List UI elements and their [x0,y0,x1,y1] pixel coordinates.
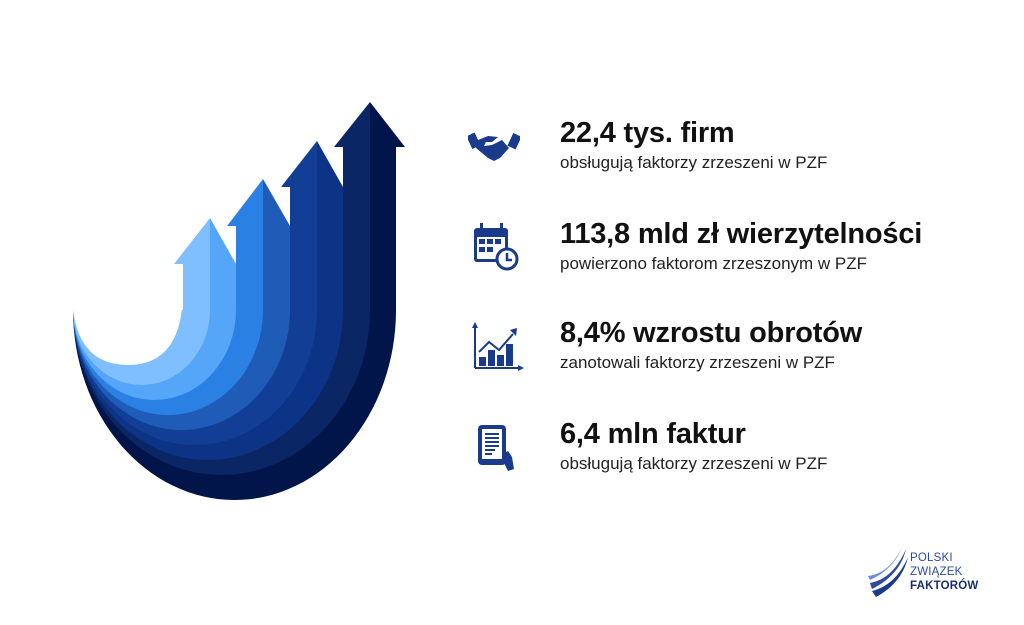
arrow-head-left [334,102,370,147]
stat-subtitle: obsługują faktorzy zrzeszeni w PZF [560,153,828,172]
stat-firms: 22,4 tys. firm obsługują faktorzy zrzesz… [560,116,827,174]
stat-title: 22,4 tys. firm [560,117,735,149]
growth-chart-icon [472,322,524,371]
rising-arrows-graphic [73,0,405,500]
arrow-head-right [317,141,343,187]
arrow-inner-hole [73,0,183,365]
logo-text-line1: POLSKI [910,552,953,564]
arrow-head-left [174,218,210,264]
stat-title: 6,4 mln faktur [560,418,746,450]
stat-subtitle: obsługują faktorzy zrzeszeni w PZF [560,454,828,473]
handshake-icon [468,132,520,161]
logo-swoosh-icon [868,547,908,597]
arrow-head-left [281,141,317,187]
logo-text-line3: FAKTORÓW [910,580,979,592]
stat-title: 8,4% wzrostu obrotów [560,317,863,349]
stat-turnover-growth: 8,4% wzrostu obrotów zanotowali faktorzy… [560,316,862,374]
stat-subtitle: powierzono faktorom zrzeszonym w PZF [560,254,868,273]
arrow-head-right [263,179,290,226]
arrow-head-right [370,102,405,147]
stat-invoices: 6,4 mln faktur obsługują faktorzy zrzesz… [560,417,827,475]
arrow-head-left [227,179,263,226]
stat-title: 113,8 mld zł wierzytelności [560,218,923,250]
calendar-clock-icon [474,223,519,271]
arrow-head-right [210,218,236,264]
stat-receivables: 113,8 mld zł wierzytelności powierzono f… [560,217,922,275]
pzf-logo: POLSKI ZWIĄZEK FAKTORÓW [868,545,998,600]
tablet-document-icon [478,425,514,471]
stat-subtitle: zanotowali faktorzy zrzeszeni w PZF [560,353,835,372]
logo-text-line2: ZWIĄZEK [910,566,963,578]
